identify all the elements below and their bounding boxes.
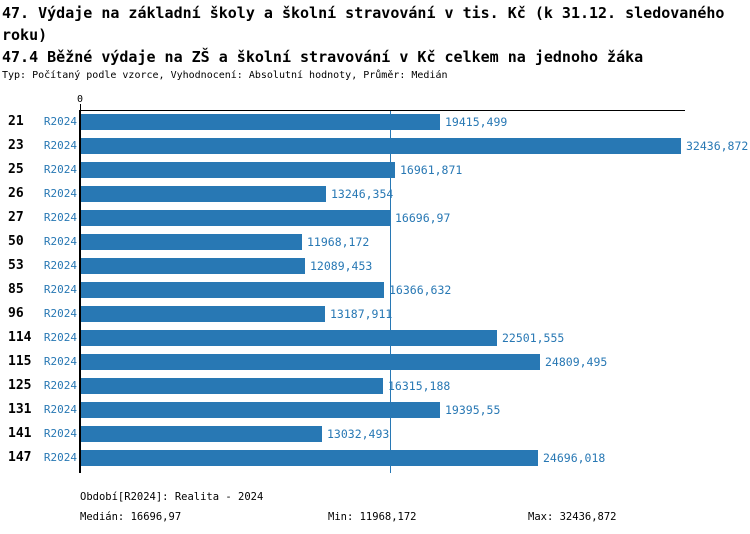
legend-max: Max: 32436,872 [528,511,617,523]
axis-tick [80,104,81,110]
category-label: 26 [8,186,24,201]
bar-value-label: 12089,453 [310,259,373,273]
series-label: R2024 [43,355,77,368]
series-label: R2024 [43,379,77,392]
category-label: 96 [8,306,24,321]
series-label: R2024 [43,235,77,248]
zero-tick-label: 0 [77,94,84,105]
category-label: 27 [8,210,24,225]
bar [81,210,390,226]
category-label: 50 [8,234,24,249]
series-label: R2024 [43,139,77,152]
category-label: 53 [8,258,24,273]
bar-row: 11968,172 [81,234,369,250]
bar-row: 19395,55 [81,402,500,418]
bar-row: 16315,188 [81,378,450,394]
bar-row: 13032,493 [81,426,389,442]
bar-row: 16366,632 [81,282,451,298]
series-label: R2024 [43,451,77,464]
bar-value-label: 24696,018 [543,451,606,465]
legend-median: Medián: 16696,97 [80,511,182,523]
category-label: 131 [8,402,32,417]
category-label: 85 [8,282,24,297]
bar-row: 12089,453 [81,258,372,274]
bar-row: 13246,354 [81,186,393,202]
bar-value-label: 32436,872 [686,139,749,153]
series-label: R2024 [43,259,77,272]
bar [81,186,326,202]
bar-value-label: 19415,499 [445,115,508,129]
series-label: R2024 [43,163,77,176]
bar-value-label: 24809,495 [545,355,608,369]
bar-row: 32436,872 [81,138,748,154]
bar-row: 24809,495 [81,354,607,370]
bar [81,426,322,442]
bar-row: 24696,018 [81,450,605,466]
series-label: R2024 [43,115,77,128]
category-label: 23 [8,138,24,153]
bar [81,378,383,394]
legend-min: Min: 11968,172 [328,511,417,523]
bar [81,258,305,274]
series-label: R2024 [43,403,77,416]
bar-row: 22501,555 [81,330,564,346]
bar-value-label: 16696,97 [395,211,451,225]
bar-value-label: 11968,172 [307,235,370,249]
category-label: 141 [8,426,32,441]
page-title-line2: roku) [2,26,48,44]
category-label: 125 [8,378,32,393]
meta-line: Typ: Počítaný podle vzorce, Vyhodnocení:… [2,70,448,81]
bar [81,354,540,370]
page-title-line1: 47. Výdaje na základní školy a školní st… [2,4,725,22]
subtitle: 47.4 Běžné výdaje na ZŠ a školní stravov… [2,48,644,66]
bar [81,234,302,250]
category-label: 147 [8,450,32,465]
bar [81,402,440,418]
legend-period: Období[R2024]: Realita - 2024 [80,491,264,503]
median-line [390,111,391,473]
chart-plot-area: 19415,499 32436,872 16961,871 13246,354 1669… [79,110,748,473]
category-label: 21 [8,114,24,129]
bar [81,306,325,322]
bar-value-label: 19395,55 [445,403,501,417]
series-label: R2024 [43,211,77,224]
bar [81,162,395,178]
bar [81,114,440,130]
series-label: R2024 [43,283,77,296]
bar-value-label: 13246,354 [331,187,394,201]
category-label: 25 [8,162,24,177]
bar-value-label: 22501,555 [502,331,565,345]
bar [81,282,384,298]
bar [81,138,681,154]
bar [81,450,538,466]
series-label: R2024 [43,331,77,344]
bar-value-label: 13187,911 [330,307,393,321]
bar-row: 16961,871 [81,162,462,178]
series-label: R2024 [43,427,77,440]
bar-row: 16696,97 [81,210,450,226]
bar-value-label: 16315,188 [388,379,451,393]
bar-value-label: 16961,871 [400,163,463,177]
bar-row: 19415,499 [81,114,507,130]
category-label: 115 [8,354,32,369]
bar [81,330,497,346]
bar-row: 13187,911 [81,306,392,322]
bar-value-label: 13032,493 [327,427,390,441]
series-label: R2024 [43,307,77,320]
bar-value-label: 16366,632 [389,283,452,297]
category-label: 114 [8,330,32,345]
series-label: R2024 [43,187,77,200]
